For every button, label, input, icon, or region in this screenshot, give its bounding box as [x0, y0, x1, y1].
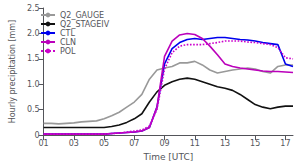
svg-text:11: 11: [190, 139, 200, 148]
svg-text:Q2_STAGEIV: Q2_STAGEIV: [60, 20, 110, 29]
svg-text:09: 09: [159, 139, 169, 148]
svg-text:03: 03: [69, 139, 79, 148]
svg-text:Time [UTC]: Time [UTC]: [142, 152, 193, 162]
svg-text:0.5: 0.5: [27, 105, 40, 114]
svg-text:Hourly precipitation [mm]: Hourly precipitation [mm]: [8, 20, 17, 124]
svg-text:15: 15: [250, 139, 260, 148]
svg-text:05: 05: [99, 139, 109, 148]
svg-text:CLN: CLN: [60, 38, 76, 47]
svg-text:2.0: 2.0: [27, 29, 40, 38]
svg-text:13: 13: [220, 139, 230, 148]
svg-text:1.5: 1.5: [27, 54, 40, 63]
svg-text:07: 07: [129, 139, 139, 148]
svg-text:POL: POL: [60, 47, 76, 56]
svg-text:Q2_GAUGE: Q2_GAUGE: [60, 11, 104, 20]
svg-text:CTL: CTL: [60, 29, 75, 38]
svg-text:0: 0: [34, 130, 40, 140]
svg-text:1.0: 1.0: [27, 80, 40, 89]
svg-text:2.5: 2.5: [27, 4, 40, 13]
svg-text:17: 17: [280, 139, 290, 148]
svg-text:01: 01: [39, 139, 49, 148]
